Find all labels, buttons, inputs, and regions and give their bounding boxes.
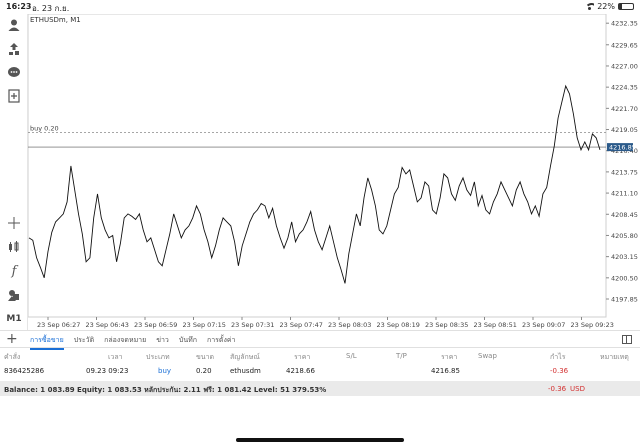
table-row[interactable]: 836425286 09.23 09:23 buy 0.20 ethusdm 4… [0, 364, 640, 378]
header-0: คำสั่ง [4, 353, 21, 361]
tab-1[interactable]: ประวัติ [73, 336, 95, 344]
tab-list: การซื้อขาย ประวัติ กล่องจดหมาย ข่าว บันทึก กา… [30, 335, 235, 350]
x-tick-label: 23 Sep 09:07 [522, 321, 565, 329]
balance-bar: Balance: 1 083.89 Equity: 1 083.53 หลักป… [0, 381, 640, 396]
chat-icon[interactable] [4, 64, 24, 82]
new-order-icon[interactable] [4, 87, 24, 105]
home-indicator[interactable] [236, 438, 404, 442]
status-date: อ. 23 ก.ย. [32, 4, 70, 13]
tab-5[interactable]: การตั้งค่า [206, 336, 236, 344]
add-icon[interactable]: + [6, 331, 18, 347]
battery-icon [618, 3, 634, 10]
balance-profit: -0.36 [548, 385, 567, 393]
header-3: ขนาด [196, 353, 215, 361]
price-tag [607, 143, 633, 152]
balance-currency: USD [570, 385, 585, 393]
x-tick-label: 23 Sep 07:47 [280, 321, 323, 329]
quotes-icon[interactable] [4, 40, 24, 58]
objects-icon[interactable] [4, 286, 24, 304]
tab-3[interactable]: ข่าว [156, 336, 169, 344]
battery-percent: 22% [597, 2, 615, 11]
tab-4[interactable]: บันทึก [178, 336, 197, 344]
x-tick-label: 23 Sep 08:35 [425, 321, 468, 329]
header-6: S/L [346, 352, 357, 360]
y-tick-label: 4205.80 [611, 232, 638, 240]
order-size: 0.20 [196, 367, 212, 375]
wifi-icon [585, 3, 595, 10]
chart-type-icon[interactable] [4, 238, 24, 256]
y-tick-label: 4216.40 [611, 147, 638, 155]
order-profit: -0.36 [550, 367, 569, 375]
status-bar: 16:23 อ. 23 ก.ย. 22% [0, 0, 640, 14]
indicators-icon[interactable]: f [11, 263, 17, 279]
x-tick-label: 23 Sep 08:03 [328, 321, 371, 329]
header-5: ราคา [294, 353, 311, 361]
order-label: buy 0.20 [30, 125, 59, 133]
header-2: ประเภท [146, 353, 170, 361]
header-4: สัญลักษณ์ [230, 353, 260, 361]
timeframe-button[interactable]: M1 [6, 314, 22, 324]
x-tick-label: 23 Sep 06:59 [134, 321, 177, 329]
status-time: 16:23 [6, 2, 32, 11]
y-tick-label: 4197.85 [611, 296, 638, 304]
table-header: คำสั่ง เวลา ประเภท ขนาด สัญลักษณ์ ราคา S/L T/P ร… [0, 349, 640, 363]
plot-frame [28, 14, 607, 318]
price-tag-label: 4216.85 [609, 144, 636, 152]
x-tick-label: 23 Sep 08:19 [377, 321, 420, 329]
order-open-price: 4218.66 [286, 367, 315, 375]
y-tick-label: 4200.50 [611, 274, 638, 282]
price-chart[interactable]: 4232.35 4229.65 4227.00 4224.35 4221.70 4219.… [28, 14, 640, 330]
price-series-line [28, 84, 601, 284]
bottom-tab-bar: + การซื้อขาย ประวัติ กล่องจดหมาย ข่าว บันทึก… [0, 330, 640, 350]
order-price: 4216.85 [431, 367, 460, 375]
y-tick-label: 4211.10 [611, 190, 638, 198]
x-tick-label: 23 Sep 07:15 [183, 321, 226, 329]
header-9: Swap [478, 352, 497, 360]
y-tick-label: 4208.45 [611, 211, 638, 219]
y-tick-label: 4213.75 [611, 168, 638, 176]
balance-text: Balance: 1 083.89 Equity: 1 083.53 หลักป… [4, 386, 327, 394]
layout-icon[interactable] [622, 335, 632, 344]
battery-fill [619, 4, 623, 9]
accounts-icon[interactable] [4, 16, 24, 34]
y-tick-label: 4227.00 [611, 62, 638, 70]
chart-svg: 4232.35 4229.65 4227.00 4224.35 4221.70 4219.… [28, 14, 638, 329]
order-time: 09.23 09:23 [86, 367, 129, 375]
left-toolbar: f M1 [0, 14, 28, 330]
order-symbol: ethusdm [230, 367, 261, 375]
y-tick-label: 4229.65 [611, 41, 638, 49]
tab-2[interactable]: กล่องจดหมาย [104, 336, 147, 344]
order-type: buy [158, 367, 172, 375]
order-id: 836425286 [4, 367, 45, 375]
y-tick-label: 4221.70 [611, 105, 638, 113]
header-7: T/P [396, 352, 407, 360]
header-1: เวลา [108, 353, 123, 361]
y-tick-label: 4203.15 [611, 253, 638, 261]
header-8: ราคา [441, 353, 458, 361]
x-tick-label: 23 Sep 06:27 [37, 321, 80, 329]
x-tick-label: 23 Sep 07:31 [231, 321, 274, 329]
y-tick-label: 4224.35 [611, 84, 638, 92]
y-tick-label: 4232.35 [611, 20, 638, 28]
header-11: หมายเหตุ [600, 353, 629, 361]
x-tick-label: 23 Sep 08:51 [474, 321, 517, 329]
tab-0[interactable]: การซื้อขาย [30, 335, 64, 350]
y-tick-label: 4219.05 [611, 126, 638, 134]
x-tick-label: 23 Sep 06:43 [86, 321, 129, 329]
crosshair-icon[interactable] [4, 214, 24, 232]
x-tick-label: 23 Sep 09:23 [571, 321, 614, 329]
header-10: กำไร [550, 353, 566, 361]
chart-title: ETHUSDm, M1 [30, 16, 81, 24]
